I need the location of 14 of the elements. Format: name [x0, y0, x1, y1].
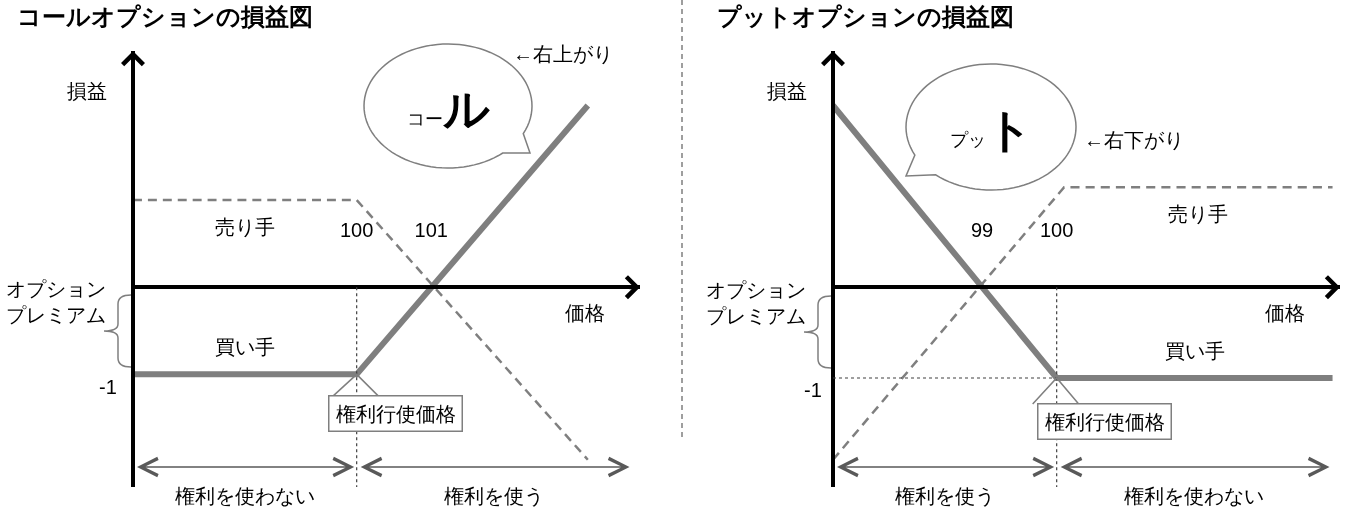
x-tick-label: 100	[1039, 219, 1074, 242]
x-tick-label: 99	[970, 219, 994, 242]
text: オプションプレミアム	[706, 279, 806, 327]
series-label: 買い手	[1165, 340, 1225, 362]
chart-title: プットオプションの損益図	[717, 3, 1014, 30]
series-label: 売り手	[1168, 203, 1228, 225]
text: 権利を使わない	[1124, 485, 1264, 507]
annotation: ←右下がり	[1084, 129, 1184, 151]
text: 権利を使う	[895, 485, 995, 507]
annotation: プット	[950, 104, 1033, 156]
y-axis-title: 損益	[767, 80, 807, 102]
annotation: 権利行使価格	[1044, 410, 1165, 433]
annotation: -1	[804, 379, 822, 401]
x-axis-title: 価格	[1265, 302, 1305, 324]
